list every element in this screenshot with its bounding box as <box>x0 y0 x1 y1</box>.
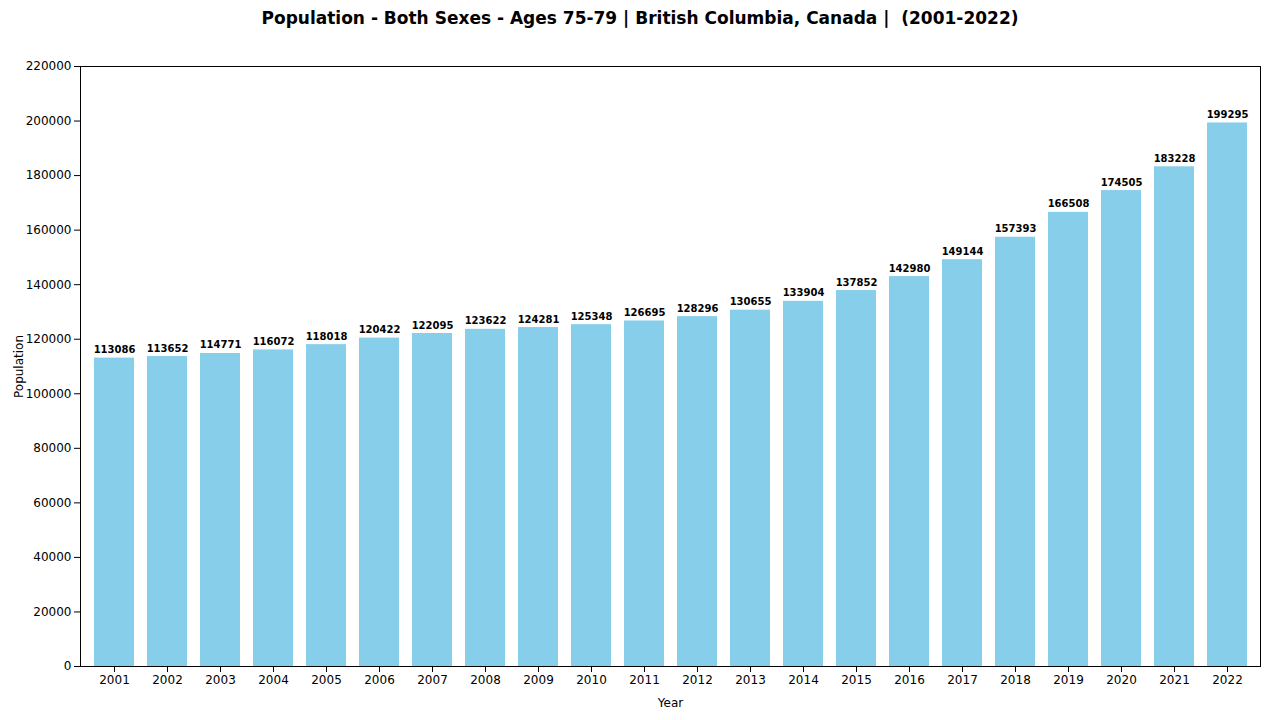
svg-text:133904: 133904 <box>783 287 825 298</box>
svg-text:2011: 2011 <box>629 673 660 687</box>
svg-text:160000: 160000 <box>26 223 72 237</box>
svg-text:120000: 120000 <box>26 332 72 346</box>
svg-text:142980: 142980 <box>889 263 931 274</box>
svg-text:128296: 128296 <box>677 303 719 314</box>
svg-text:2005: 2005 <box>311 673 342 687</box>
svg-text:2017: 2017 <box>947 673 978 687</box>
svg-text:116072: 116072 <box>253 336 295 347</box>
svg-text:2010: 2010 <box>576 673 607 687</box>
svg-text:166508: 166508 <box>1048 198 1090 209</box>
svg-text:123622: 123622 <box>465 315 507 326</box>
svg-text:200000: 200000 <box>26 114 72 128</box>
svg-text:183228: 183228 <box>1154 153 1196 164</box>
svg-text:118018: 118018 <box>306 331 348 342</box>
svg-text:2021: 2021 <box>1159 673 1190 687</box>
svg-text:2019: 2019 <box>1053 673 1084 687</box>
svg-text:2012: 2012 <box>682 673 713 687</box>
svg-text:2013: 2013 <box>735 673 766 687</box>
svg-text:60000: 60000 <box>33 496 71 510</box>
svg-text:120422: 120422 <box>359 324 401 335</box>
svg-text:Year: Year <box>657 696 683 710</box>
svg-text:0: 0 <box>64 659 72 673</box>
svg-text:2008: 2008 <box>470 673 501 687</box>
svg-text:113652: 113652 <box>147 343 189 354</box>
svg-text:114771: 114771 <box>200 339 242 350</box>
svg-text:137852: 137852 <box>836 277 878 288</box>
svg-text:Population: Population <box>12 335 26 398</box>
svg-text:2006: 2006 <box>364 673 395 687</box>
html-text:Population - Both Sexes - Ages: Population - Both Sexes - Ages 75-79 | B… <box>261 8 1019 28</box>
svg-text:180000: 180000 <box>26 168 72 182</box>
svg-text:157393: 157393 <box>995 223 1037 234</box>
svg-text:2003: 2003 <box>205 673 236 687</box>
svg-text:125348: 125348 <box>571 311 613 322</box>
svg-text:122095: 122095 <box>412 320 454 331</box>
svg-text:140000: 140000 <box>26 278 72 292</box>
svg-text:2001: 2001 <box>99 673 130 687</box>
svg-text:113086: 113086 <box>94 344 136 355</box>
svg-text:2004: 2004 <box>258 673 289 687</box>
svg-text:2018: 2018 <box>1000 673 1031 687</box>
svg-text:40000: 40000 <box>33 550 71 564</box>
svg-text:124281: 124281 <box>518 314 560 325</box>
svg-text:149144: 149144 <box>942 246 984 257</box>
svg-text:2022: 2022 <box>1212 673 1243 687</box>
svg-text:80000: 80000 <box>33 441 71 455</box>
svg-text:100000: 100000 <box>26 387 72 401</box>
svg-text:130655: 130655 <box>730 296 772 307</box>
svg-text:220000: 220000 <box>26 59 72 73</box>
svg-text:2015: 2015 <box>841 673 872 687</box>
svg-text:199295: 199295 <box>1207 109 1249 120</box>
svg-text:2014: 2014 <box>788 673 819 687</box>
svg-text:2020: 2020 <box>1106 673 1137 687</box>
svg-text:174505: 174505 <box>1101 177 1143 188</box>
svg-text:2007: 2007 <box>417 673 448 687</box>
svg-text:126695: 126695 <box>624 307 666 318</box>
svg-text:2009: 2009 <box>523 673 554 687</box>
svg-text:2016: 2016 <box>894 673 925 687</box>
svg-text:20000: 20000 <box>33 605 71 619</box>
svg-text:2002: 2002 <box>152 673 183 687</box>
